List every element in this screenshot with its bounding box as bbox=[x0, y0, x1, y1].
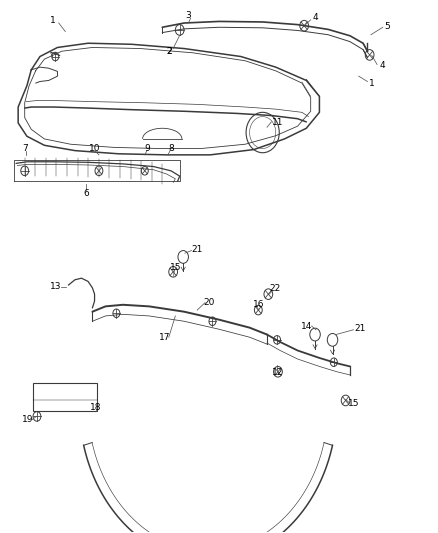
Text: 9: 9 bbox=[144, 144, 150, 153]
Text: 21: 21 bbox=[354, 324, 365, 333]
Text: 12: 12 bbox=[272, 368, 284, 377]
Text: 18: 18 bbox=[90, 403, 102, 412]
Text: 6: 6 bbox=[83, 189, 89, 198]
Text: 21: 21 bbox=[191, 245, 203, 254]
Text: 4: 4 bbox=[312, 13, 318, 22]
Text: 13: 13 bbox=[49, 282, 61, 291]
Text: 7: 7 bbox=[22, 144, 28, 153]
Text: 1: 1 bbox=[50, 17, 56, 26]
Text: 15: 15 bbox=[170, 263, 181, 272]
Text: 19: 19 bbox=[22, 415, 34, 424]
Text: 4: 4 bbox=[380, 61, 385, 70]
Text: 14: 14 bbox=[300, 321, 312, 330]
Bar bbox=[33, 383, 97, 411]
Text: 5: 5 bbox=[384, 22, 390, 31]
Text: 17: 17 bbox=[159, 333, 170, 342]
Text: 11: 11 bbox=[272, 118, 283, 127]
Text: 15: 15 bbox=[348, 399, 359, 408]
Text: 16: 16 bbox=[253, 300, 264, 309]
Text: 2: 2 bbox=[166, 47, 172, 55]
Text: 2: 2 bbox=[166, 47, 172, 55]
Text: 3: 3 bbox=[186, 11, 191, 20]
Text: 10: 10 bbox=[89, 144, 100, 153]
Text: 20: 20 bbox=[204, 298, 215, 307]
Text: 1: 1 bbox=[369, 78, 374, 87]
Text: 22: 22 bbox=[269, 284, 280, 293]
Text: 8: 8 bbox=[168, 144, 174, 153]
